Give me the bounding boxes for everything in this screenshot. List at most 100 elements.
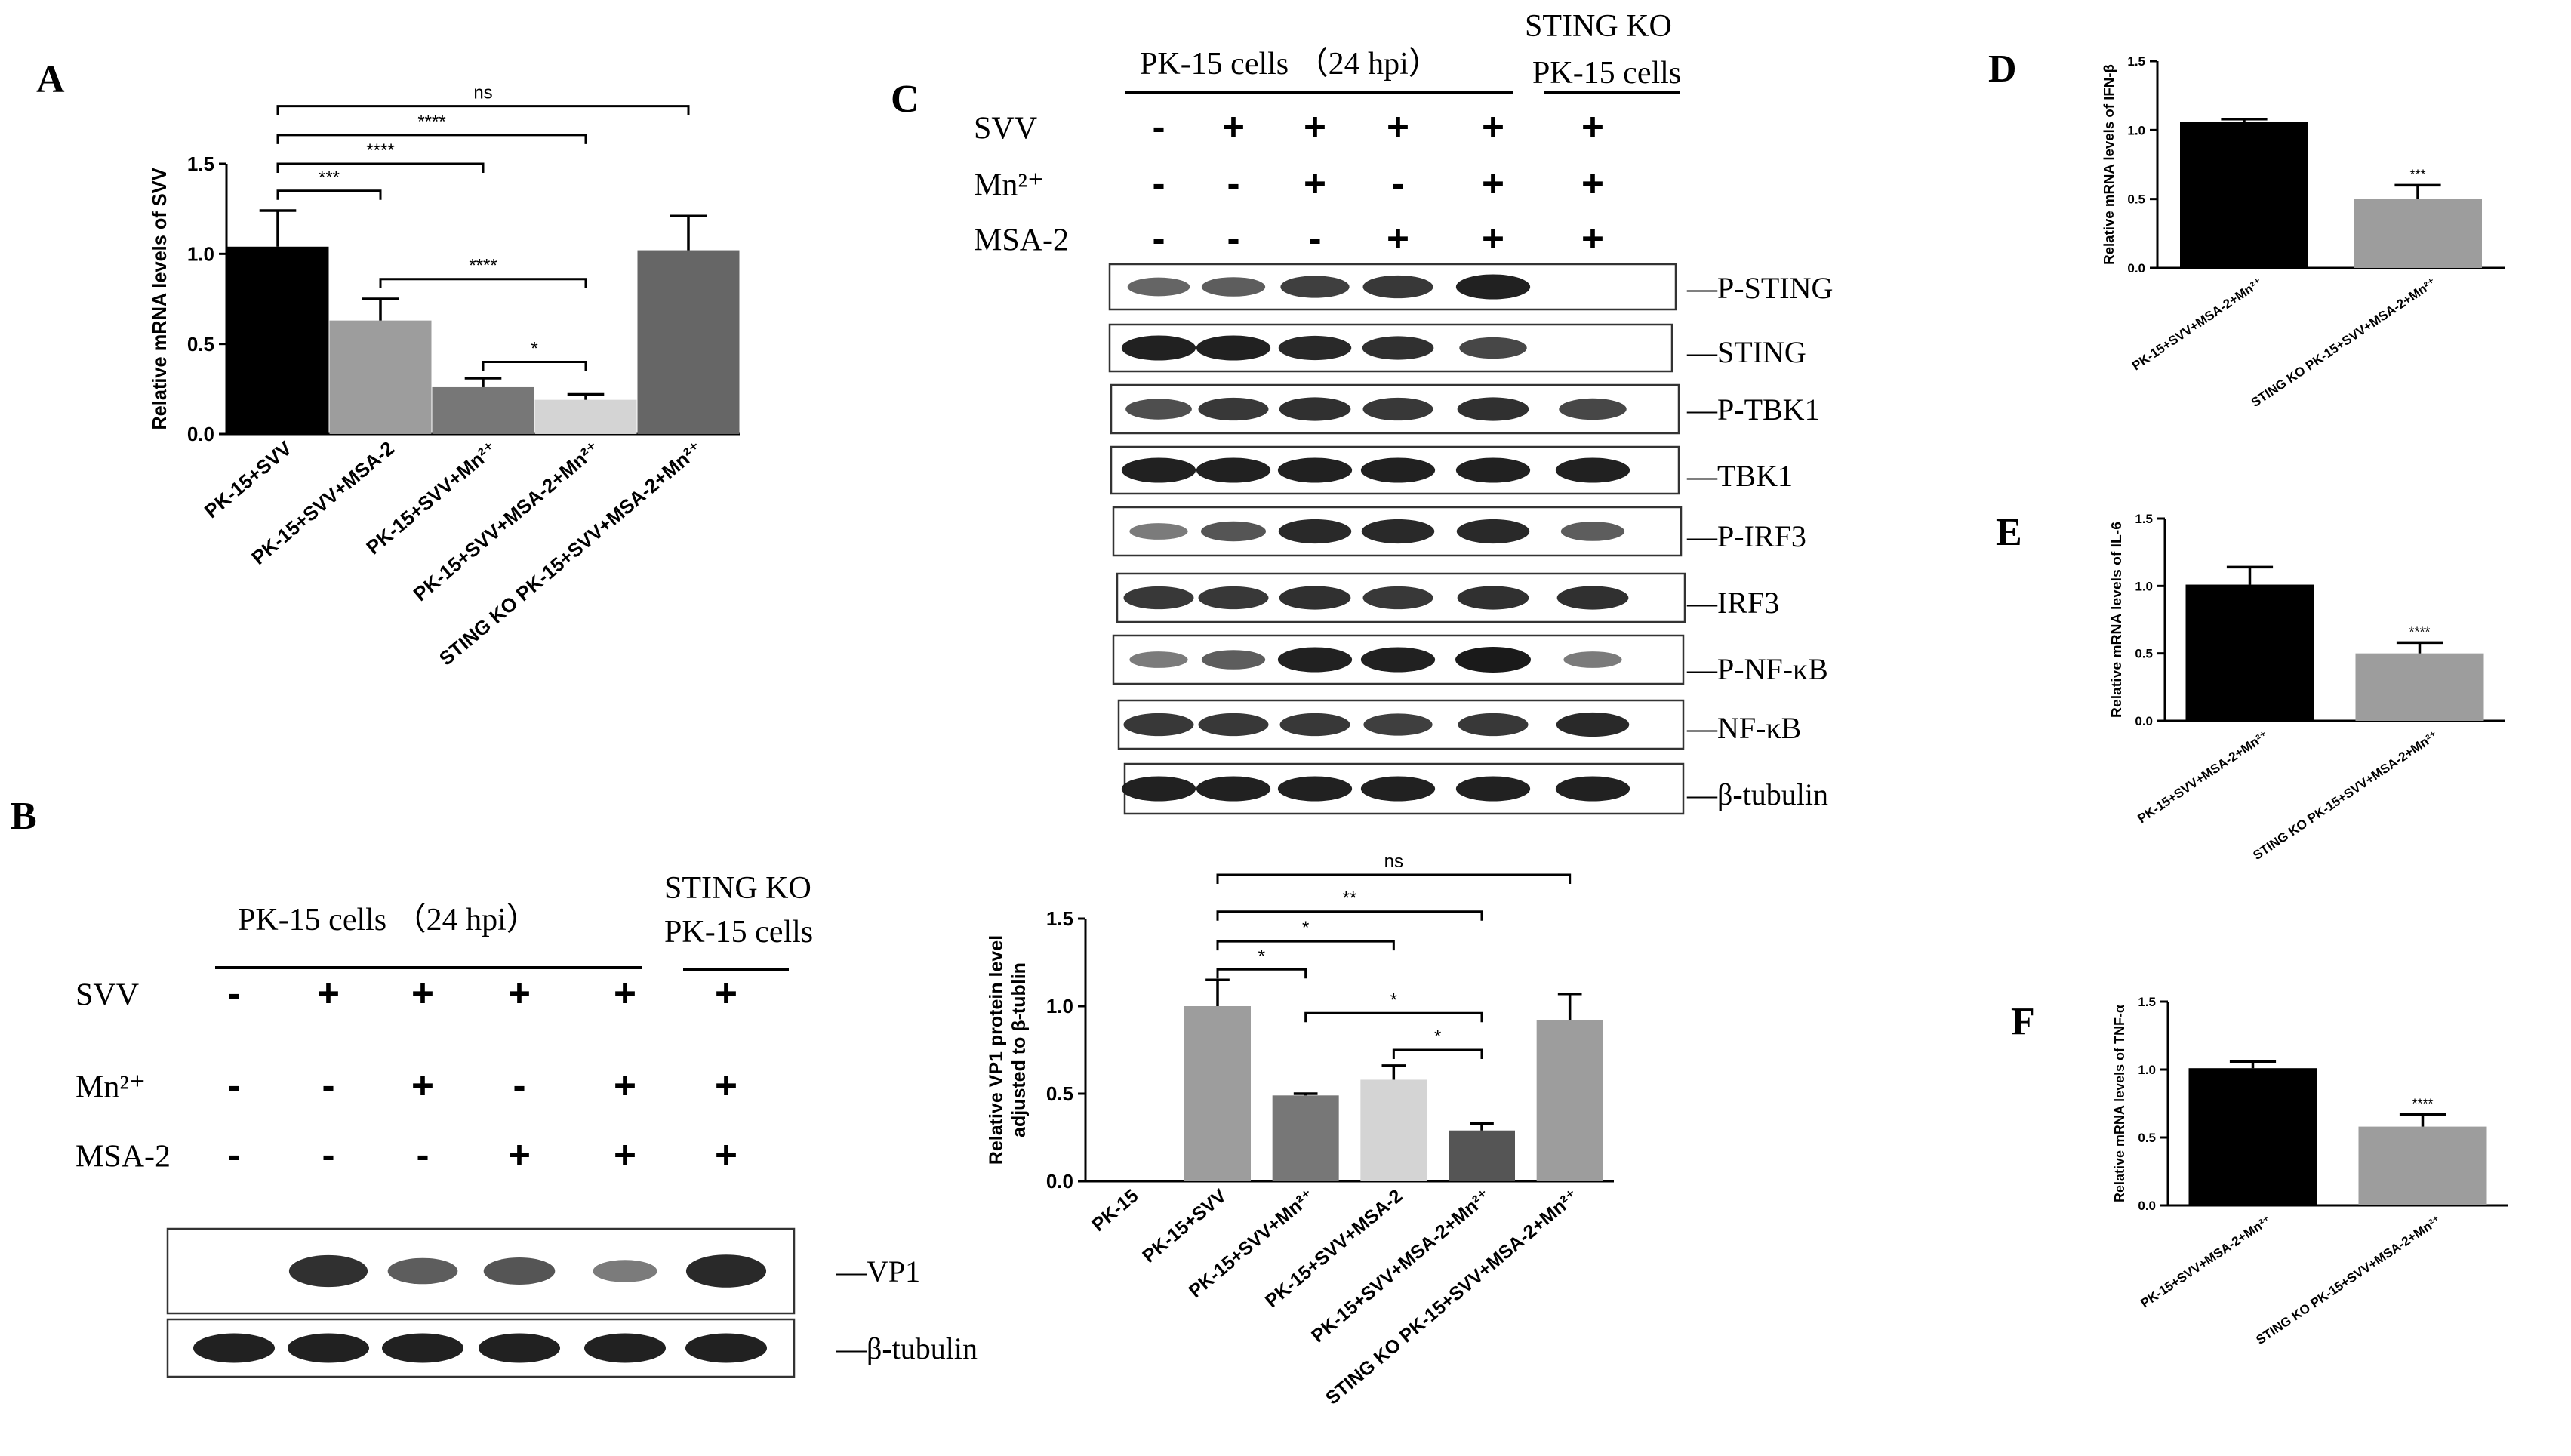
blot-band xyxy=(1198,586,1269,610)
plus-sign: + xyxy=(715,971,737,1014)
significance-label: ns xyxy=(1384,851,1403,872)
bar xyxy=(1449,1130,1515,1181)
significance-bracket xyxy=(1216,940,1395,951)
blot-band xyxy=(1456,519,1530,544)
panel-letter-f: F xyxy=(2011,1000,2035,1043)
blot-band xyxy=(1196,776,1271,802)
y-tick-label: 1.5 xyxy=(187,152,214,175)
blot-band xyxy=(1121,776,1196,802)
significance-label: ** xyxy=(1343,888,1357,909)
y-tick-label: 0.0 xyxy=(2135,714,2153,728)
significance-bracket xyxy=(482,361,587,371)
blot-band xyxy=(1360,647,1436,673)
blot-band xyxy=(1363,713,1433,736)
minus-sign: - xyxy=(1227,162,1239,205)
blot-band xyxy=(1459,337,1527,359)
blot-band xyxy=(1455,776,1531,802)
blot-row-label: SVV xyxy=(75,977,139,1012)
blot-band xyxy=(1279,397,1351,421)
blot-band xyxy=(1129,523,1188,540)
blot-band xyxy=(685,1254,767,1288)
blot-row-label: Mn²⁺ xyxy=(75,1070,146,1104)
plus-sign: + xyxy=(614,1133,636,1176)
blot-band xyxy=(287,1333,370,1363)
y-tick-label: 1.5 xyxy=(2135,512,2153,526)
chart-e-il6: 0.0 0.5 1.0 1.5 Relative mRNA levels of IL-6… xyxy=(2109,512,2505,863)
blot-band xyxy=(1280,276,1350,298)
significance-bracket xyxy=(1216,873,1572,884)
plus-sign: + xyxy=(1581,162,1604,205)
blot-band xyxy=(1278,335,1352,361)
significance-label: * xyxy=(1390,990,1397,1010)
bar xyxy=(2180,122,2308,268)
blot-band xyxy=(1123,586,1194,610)
plus-sign: + xyxy=(508,971,531,1014)
y-tick-label: 1.5 xyxy=(2138,995,2156,1009)
blot-row-label: Mn²⁺ xyxy=(974,168,1044,202)
blot-band xyxy=(1556,712,1630,737)
plus-sign: + xyxy=(411,971,434,1014)
bar xyxy=(2354,199,2482,268)
blot-band xyxy=(1201,650,1266,670)
category-label: PK-15+SVV+MSA-2+Mn²⁺ xyxy=(2138,1213,2274,1311)
minus-sign: - xyxy=(227,971,240,1014)
y-axis-label: Relative mRNA levels of IL-6 xyxy=(2109,522,2124,718)
panel-letter-b: B xyxy=(11,795,37,838)
bar xyxy=(1272,1095,1339,1181)
blot-band xyxy=(1198,397,1269,421)
y-tick-label: 1.0 xyxy=(187,242,214,265)
panel-letter-d: D xyxy=(1988,48,2017,91)
plus-sign: + xyxy=(1387,217,1409,260)
blot-row-label: MSA-2 xyxy=(75,1139,171,1174)
minus-sign: - xyxy=(1227,217,1239,260)
panel-letter-c: C xyxy=(891,78,919,121)
blot-row-label: SVV xyxy=(974,111,1037,146)
blot-band xyxy=(288,1254,368,1288)
blot-band xyxy=(1279,713,1350,737)
blot-band xyxy=(1362,275,1433,299)
panel-letter-e: E xyxy=(1996,511,2022,554)
category-label: PK-15+SVV+MSA-2+Mn²⁺ xyxy=(2129,276,2265,374)
band-label: —β-tubulin xyxy=(1686,777,1828,811)
bar xyxy=(637,250,740,434)
blot-band xyxy=(1555,776,1630,802)
category-label: PK-15 xyxy=(1088,1185,1142,1236)
blot-band xyxy=(1121,335,1196,361)
bar xyxy=(2188,1068,2317,1205)
band-label: —NF-κB xyxy=(1686,711,1801,745)
blot-band xyxy=(1196,457,1271,483)
chart-a-svv-mrna: 0.0 0.5 1.0 1.5 Relative mRNA levels of SVV P… xyxy=(148,83,740,670)
significance-bracket xyxy=(1216,968,1307,979)
blot-band xyxy=(1457,586,1529,610)
blot-band xyxy=(685,1333,768,1363)
y-tick-label: 1.0 xyxy=(1046,995,1073,1017)
blot-band xyxy=(1559,398,1627,420)
chart-c-vp1-protein: 0.0 0.5 1.0 1.5 Relative VP1 protein level ad… xyxy=(986,851,1614,1409)
western-blot-c: PK-15 cells （24 hpi） STING KO PK-15 cells S… xyxy=(974,9,1833,815)
blot-band xyxy=(1555,457,1630,483)
bar xyxy=(2185,584,2314,721)
blot-band xyxy=(1123,713,1194,737)
significance-bracket xyxy=(276,189,382,200)
blot-band xyxy=(1455,647,1531,673)
minus-sign: - xyxy=(1391,162,1404,205)
blot-band xyxy=(1455,274,1531,300)
minus-sign: - xyxy=(322,1064,334,1107)
y-axis-label: Relative mRNA levels of TNF-α xyxy=(2112,1005,2127,1202)
significance-label: ns xyxy=(473,83,492,103)
blot-band xyxy=(478,1333,561,1363)
blot-band xyxy=(1277,647,1353,673)
plus-sign: + xyxy=(1581,217,1604,260)
category-label: PK-15+SVV xyxy=(200,436,297,522)
blot-band xyxy=(1563,651,1622,668)
plus-sign: + xyxy=(1304,105,1326,148)
y-tick-label: 0.0 xyxy=(1046,1170,1073,1193)
blot-band xyxy=(593,1260,657,1282)
blot-band xyxy=(1201,277,1266,297)
y-tick-label: 0.0 xyxy=(2138,1199,2156,1213)
blot-band xyxy=(1125,399,1192,420)
blot-band xyxy=(1455,457,1531,483)
band-label: —VP1 xyxy=(836,1254,920,1288)
bar xyxy=(1360,1079,1427,1181)
